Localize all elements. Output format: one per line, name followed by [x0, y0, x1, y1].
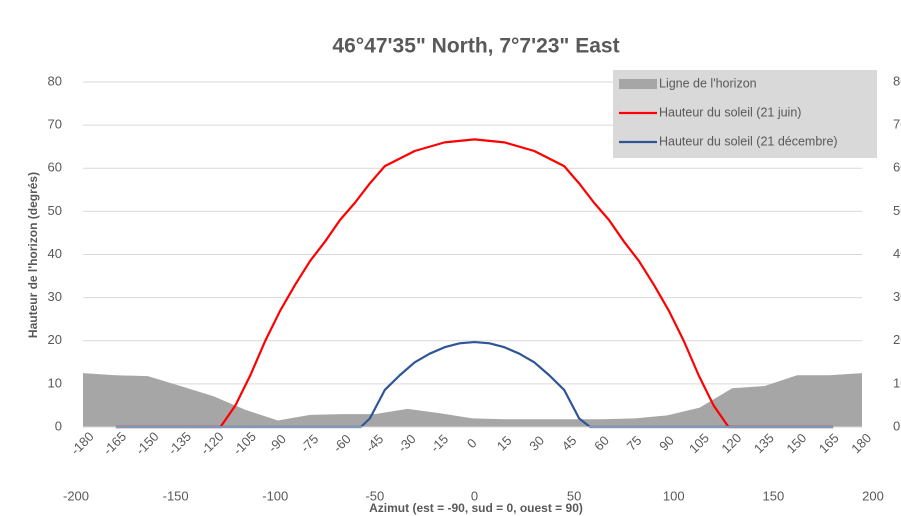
y2-tick-label: 30	[893, 289, 901, 304]
legend-label: Hauteur du soleil (21 juin)	[659, 105, 801, 119]
y2-tick-label: 80	[893, 73, 901, 88]
x-tick-label: -135	[165, 429, 194, 458]
y-tick-label: 0	[55, 418, 62, 433]
sun-line	[115, 138, 834, 429]
x-tick-label: -90	[265, 431, 289, 455]
x-tick-label: 120	[718, 430, 744, 456]
y-tick-label: 80	[48, 73, 62, 88]
chart-title: 46°47'35" North, 7°7'23" East	[332, 35, 619, 58]
x-tick-label: -45	[362, 431, 386, 455]
x-tick-label: -180	[68, 429, 97, 458]
x2-tick-label: -50	[365, 488, 384, 503]
y2-tick-label: 0	[893, 418, 900, 433]
y-tick-label: 20	[48, 332, 62, 347]
y-tick-label: 40	[48, 246, 62, 261]
x-tick-label: 30	[526, 433, 547, 454]
x-tick-label: -30	[395, 431, 419, 455]
x2-tick-label: 100	[663, 488, 685, 503]
x-tick-label: 15	[494, 433, 515, 454]
x2-tick-label: 200	[862, 488, 884, 503]
x-tick-label: -60	[330, 431, 354, 455]
x-axis-title: Azimut (est = -90, sud = 0, ouest = 90)	[369, 501, 583, 515]
y2-tick-label: 60	[893, 160, 901, 175]
y2-tick-label: 20	[893, 332, 901, 347]
y-tick-label: 60	[48, 160, 62, 175]
legend-label: Ligne de l'horizon	[659, 76, 757, 90]
x-tick-label: -105	[230, 429, 259, 458]
legend-label: Hauteur du soleil (21 décembre)	[659, 134, 838, 148]
horizon-area	[83, 373, 862, 427]
y-axis-title: Hauteur de l'horizon (degrés)	[26, 172, 40, 338]
x2-tick-label: 150	[763, 488, 785, 503]
x-tick-label: -15	[427, 431, 451, 455]
x-tick-label: 180	[848, 430, 874, 456]
x-tick-label: 60	[591, 433, 612, 454]
y2-tick-label: 70	[893, 117, 901, 132]
legend: Ligne de l'horizon Hauteur du soleil (21 …	[613, 70, 877, 158]
x-tick-label: 75	[624, 433, 645, 454]
x2-tick-label: 50	[567, 488, 581, 503]
x-tick-label: 135	[751, 430, 777, 456]
x-tick-label: 90	[656, 433, 677, 454]
x-tick-label: 150	[783, 430, 809, 456]
x2-tick-label: 0	[471, 488, 478, 503]
legend-swatch	[619, 79, 657, 89]
x2-tick-label: -150	[163, 488, 189, 503]
x-tick-label: 0	[464, 435, 480, 451]
x-tick-label: -150	[133, 429, 162, 458]
x-tick-label: -120	[198, 429, 227, 458]
y2-tick-label: 40	[893, 246, 901, 261]
y-tick-label: 70	[48, 117, 62, 132]
x2-tick-label: -100	[262, 488, 288, 503]
x-tick-label: 105	[686, 430, 712, 456]
y-tick-label: 50	[48, 203, 62, 218]
x-tick-label: 45	[559, 433, 580, 454]
y-tick-label: 30	[48, 289, 62, 304]
y2-tick-label: 10	[893, 375, 901, 390]
y-tick-label: 10	[48, 375, 62, 390]
sun-line	[115, 340, 834, 429]
y2-tick-label: 50	[893, 203, 901, 218]
x-tick-label: -165	[100, 429, 129, 458]
x-tick-label: 165	[816, 430, 842, 456]
x2-tick-label: -200	[63, 488, 89, 503]
x-tick-label: -75	[298, 431, 322, 455]
